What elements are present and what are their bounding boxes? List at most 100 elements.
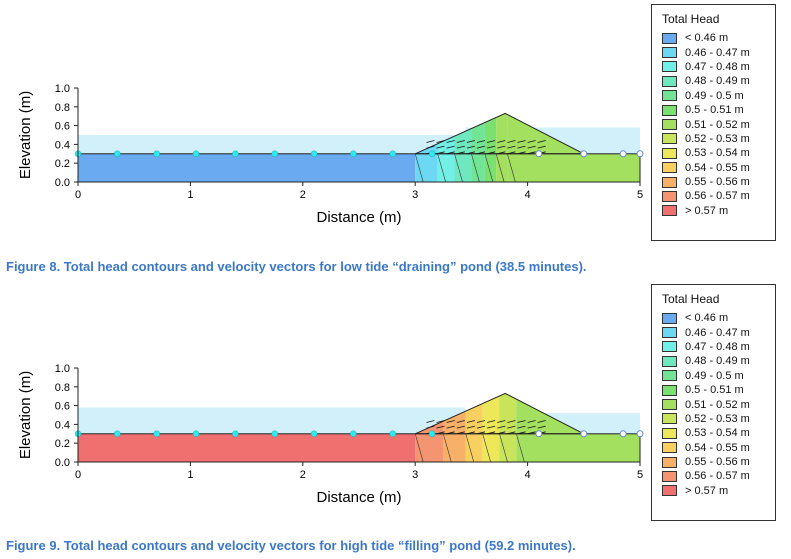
seepage-node (619, 150, 627, 158)
legend-swatch (662, 176, 677, 188)
y-tick-label: 0.0 (55, 457, 70, 469)
legend-swatch (662, 456, 677, 468)
velocity-vector (476, 420, 486, 423)
berm-region (437, 113, 455, 154)
boundary-node (310, 150, 318, 158)
berm-region (443, 393, 466, 434)
seepage-node (619, 430, 627, 438)
legend-swatch (662, 355, 677, 367)
velocity-vector (537, 145, 546, 149)
head-region (78, 153, 416, 182)
figure-8-panel: 0 1 2 3 4 5 0.0 0.2 0.4 0.6 0.8 1.0 Distance (m) Elev… (0, 0, 791, 252)
berm-region (499, 393, 517, 434)
velocity-vector (476, 140, 486, 143)
legend-swatch (662, 162, 677, 174)
legend-item: 0.53 - 0.54 m (662, 146, 775, 160)
seepage-node (535, 150, 543, 158)
head-region (516, 433, 640, 462)
velocity-vector (517, 140, 526, 143)
velocity-vector (497, 145, 506, 149)
velocity-vector (527, 145, 536, 149)
y-tick-label: 0.2 (55, 158, 70, 170)
velocity-vector (446, 145, 455, 149)
legend-swatch (662, 205, 677, 217)
legend-swatch (662, 384, 677, 396)
legend-swatch (662, 104, 677, 116)
velocity-vector (426, 420, 435, 423)
head-region (437, 153, 455, 182)
boundary-node (153, 430, 160, 438)
legend-swatch (662, 47, 677, 59)
y-tick-label: 0.6 (55, 121, 70, 133)
velocity-vector (456, 140, 465, 143)
velocity-vector (487, 145, 496, 149)
legend-title: Total Head (662, 292, 720, 306)
legend-label: 0.47 - 0.48 m (685, 340, 750, 353)
legend-swatch (662, 442, 677, 454)
velocity-vector (456, 420, 465, 423)
boundary-node (389, 150, 396, 158)
legend-items: < 0.46 m 0.46 - 0.47 m 0.47 - 0.48 m 0.48 -… (652, 31, 775, 218)
velocity-vector (497, 420, 506, 423)
velocity-vector (527, 420, 536, 423)
legend-label: 0.5 - 0.51 m (685, 104, 744, 117)
velocity-vector (446, 420, 455, 423)
head-region (482, 433, 500, 462)
legend-label: 0.53 - 0.54 m (685, 147, 750, 160)
legend-swatch (662, 327, 677, 339)
velocity-vector (537, 140, 546, 143)
legend-swatch (662, 90, 677, 102)
legend-swatch (662, 470, 677, 482)
velocity-vector (466, 425, 476, 429)
head-region (415, 433, 444, 462)
y-tick-label: 0.6 (55, 401, 70, 413)
legend-item: 0.54 - 0.55 m (662, 161, 775, 175)
head-region (484, 153, 497, 182)
velocity-vector (517, 425, 526, 429)
y-tick-label: 1.0 (55, 363, 70, 375)
legend-item: > 0.57 m (662, 484, 775, 498)
legend-swatch (662, 312, 677, 324)
velocity-vector (466, 145, 476, 149)
legend-item: 0.48 - 0.49 m (662, 354, 775, 368)
legend-label: 0.46 - 0.47 m (685, 326, 750, 339)
seepage-node (636, 150, 644, 158)
contour-line (495, 153, 505, 183)
berm-region (471, 113, 485, 154)
legend-swatch (662, 341, 677, 353)
legend-swatch (662, 485, 677, 497)
velocity-vector (476, 145, 486, 149)
velocity-vector (537, 425, 546, 429)
seepage-node (580, 150, 588, 158)
figure-8-plot: 0 1 2 3 4 5 0.0 0.2 0.4 0.6 0.8 1.0 Distance (m) Elev… (17, 83, 644, 226)
head-region (499, 433, 517, 462)
boundary-node (310, 430, 318, 438)
legend-label: 0.53 - 0.54 m (685, 427, 750, 440)
boundary-node (350, 150, 357, 158)
berm-region (482, 393, 500, 434)
legend-swatch (662, 399, 677, 411)
legend-item: 0.49 - 0.5 m (662, 369, 775, 383)
x-axis-label: Distance (m) (316, 489, 401, 506)
contour-line (454, 153, 463, 183)
boundary-node (428, 150, 436, 158)
head-region (415, 153, 438, 182)
velocity-vector (436, 145, 445, 149)
velocity-vector (497, 140, 506, 143)
legend-label: 0.46 - 0.47 m (685, 46, 750, 59)
seepage-node (580, 430, 588, 438)
legend-label: 0.49 - 0.5 m (685, 369, 744, 382)
contour-line (437, 153, 446, 183)
legend-swatch (662, 32, 677, 44)
x-tick-label: 2 (300, 189, 306, 201)
velocity-vector (436, 425, 445, 429)
velocity-vector (456, 145, 465, 149)
contour-line (414, 153, 424, 183)
x-tick-label: 5 (637, 189, 643, 201)
legend-item: 0.56 - 0.57 m (662, 189, 775, 203)
y-tick-label: 0.8 (55, 102, 70, 114)
legend-item: 0.51 - 0.52 m (662, 117, 775, 131)
legend-label: 0.47 - 0.48 m (685, 60, 750, 73)
x-tick-label: 0 (75, 469, 81, 481)
legend-label: 0.48 - 0.49 m (685, 355, 750, 368)
